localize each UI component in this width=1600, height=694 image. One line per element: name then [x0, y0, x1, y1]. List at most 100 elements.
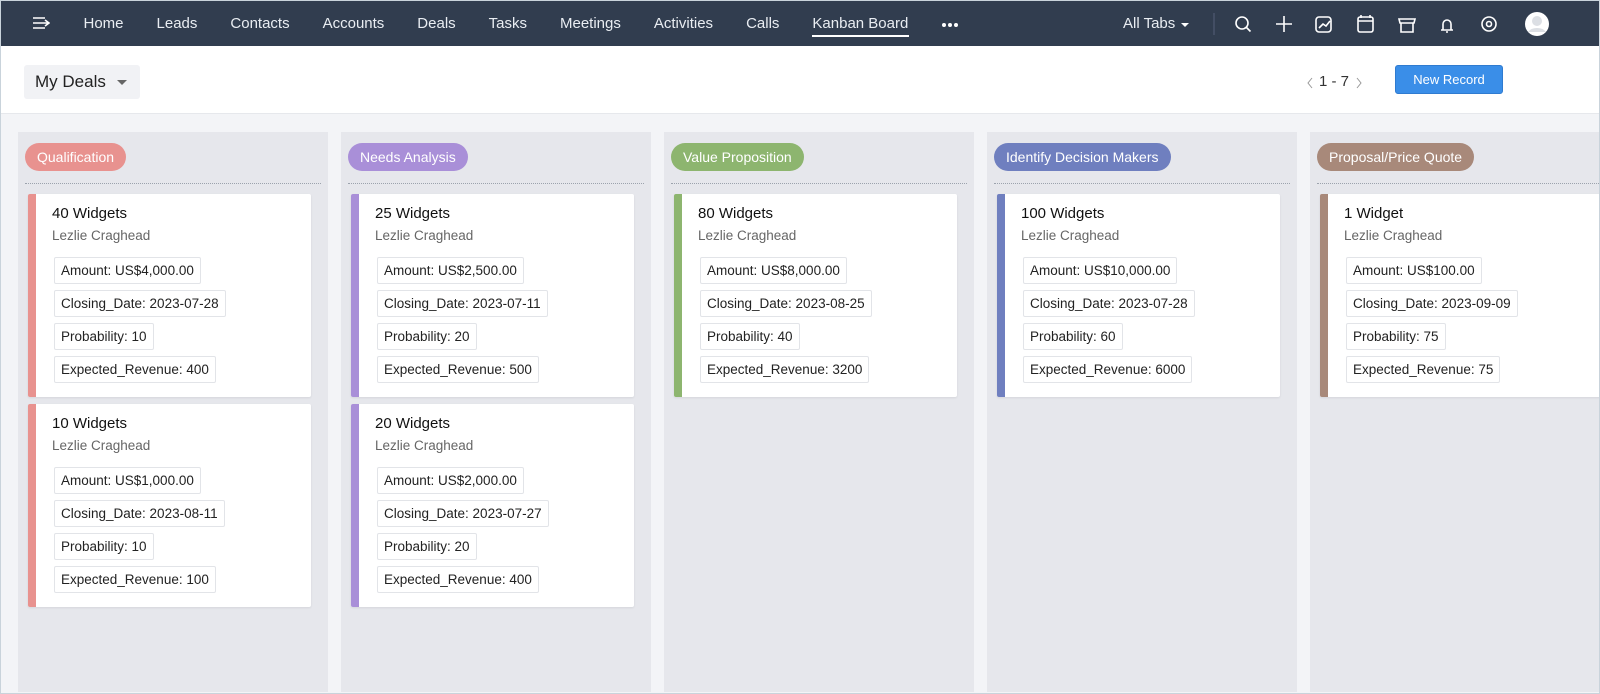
all-tabs[interactable]: All Tabs — [1123, 15, 1176, 32]
deal-field: Amount: US$2,500.00 — [377, 257, 524, 284]
deal-owner: Lezlie Craghead — [698, 228, 797, 243]
prev-page[interactable] — [1306, 77, 1314, 89]
all-tabs-caret — [1181, 23, 1189, 27]
deal-owner: Lezlie Craghead — [1344, 228, 1443, 243]
add-icon[interactable] — [1276, 16, 1292, 32]
deal-field: Expected_Revenue: 400 — [377, 566, 539, 593]
deal-field: Expected_Revenue: 100 — [54, 566, 216, 593]
deal-title: 10 Widgets — [52, 415, 128, 432]
avatar[interactable] — [1523, 1, 1551, 46]
deal-field: Closing_Date: 2023-07-27 — [377, 500, 549, 527]
nav-items: Home Leads Contacts Accounts Deals Tasks Meeti… — [67, 1, 925, 46]
stage-stripe — [674, 194, 682, 397]
deal-card[interactable]: 10 Widgets Lezlie Craghead Amount: US$1,00… — [28, 404, 311, 607]
deal-title: 1 Widget — [1344, 205, 1404, 222]
nav-tab[interactable]: Tasks — [488, 15, 527, 32]
deal-owner: Lezlie Craghead — [375, 438, 474, 453]
stage-label: Proposal/Price Quote — [1317, 143, 1475, 171]
deal-field: Probability: 60 — [1023, 323, 1123, 350]
deal-field: Closing_Date: 2023-07-28 — [54, 290, 226, 317]
deal-field: Amount: US$1,000.00 — [54, 467, 201, 494]
stage-stripe — [28, 194, 36, 397]
stage-stripe — [1320, 194, 1328, 397]
deal-field: Amount: US$2,000.00 — [377, 467, 524, 494]
search-icon[interactable] — [1235, 16, 1252, 33]
deal-field: Closing_Date: 2023-07-28 — [1023, 290, 1195, 317]
column-divider — [25, 183, 321, 184]
nav-tab[interactable]: Activities — [653, 15, 714, 32]
store-icon[interactable] — [1397, 18, 1417, 33]
deal-title: 40 Widgets — [52, 205, 128, 222]
deal-field: Expected_Revenue: 6000 — [1023, 356, 1193, 383]
stage-label: Identify Decision Makers — [994, 143, 1171, 171]
column-divider — [994, 183, 1290, 184]
deal-card[interactable]: 1 Widget Lezlie Craghead Amount: US$100.00… — [1320, 194, 1599, 397]
kanban-column: Identify Decision Makers 100 Widgets Lezli… — [987, 132, 1297, 692]
kanban-column: Value Proposition 80 Widgets Lezlie Craghe… — [664, 132, 974, 692]
deal-field: Closing_Date: 2023-08-11 — [54, 500, 225, 527]
deal-field: Expected_Revenue: 3200 — [700, 356, 870, 383]
stage-stripe — [351, 404, 359, 607]
calendar-icon[interactable] — [1357, 15, 1374, 33]
deal-field: Probability: 10 — [54, 323, 154, 350]
deal-field: Amount: US$10,000.00 — [1023, 257, 1178, 284]
menu-toggle[interactable] — [32, 16, 50, 31]
deal-field: Amount: US$4,000.00 — [54, 257, 201, 284]
column-divider — [1317, 183, 1599, 184]
deal-card[interactable]: 100 Widgets Lezlie Craghead Amount: US$10,… — [997, 194, 1280, 397]
deal-field: Closing_Date: 2023-07-11 — [377, 290, 548, 317]
stage-label: Qualification — [25, 143, 127, 171]
deal-field: Expected_Revenue: 75 — [1346, 356, 1501, 383]
stage-stripe — [351, 194, 359, 397]
deal-field: Probability: 20 — [377, 533, 477, 560]
nav-tab[interactable]: Contacts — [230, 15, 290, 32]
column-divider — [671, 183, 967, 184]
deal-field: Expected_Revenue: 500 — [377, 356, 539, 383]
stage-stripe — [28, 404, 36, 607]
deal-field: Probability: 10 — [54, 533, 154, 560]
nav-tab[interactable]: Leads — [156, 15, 198, 32]
deal-owner: Lezlie Craghead — [375, 228, 474, 243]
stage-label: Value Proposition — [671, 143, 804, 171]
nav-tab[interactable]: Calls — [746, 15, 780, 32]
stage-stripe — [997, 194, 1005, 397]
deal-field: Probability: 20 — [377, 323, 477, 350]
deal-field: Probability: 40 — [700, 323, 800, 350]
nav-tab[interactable]: Accounts — [322, 15, 385, 32]
stage-label: Needs Analysis — [348, 143, 468, 171]
toolbar: My Deals 1 - 7 New Record — [1, 46, 1599, 114]
deal-owner: Lezlie Craghead — [52, 228, 151, 243]
deal-card[interactable]: 40 Widgets Lezlie Craghead Amount: US$4,00… — [28, 194, 311, 397]
deal-title: 80 Widgets — [698, 205, 774, 222]
settings-icon[interactable] — [1481, 16, 1497, 32]
column-divider — [348, 183, 644, 184]
deal-field: Probability: 75 — [1346, 323, 1446, 350]
view-selector[interactable]: My Deals — [24, 65, 140, 99]
nav-tab[interactable]: Deals — [417, 15, 456, 32]
more-tabs[interactable] — [941, 1, 961, 46]
deal-title: 25 Widgets — [375, 205, 451, 222]
deal-card[interactable]: 20 Widgets Lezlie Craghead Amount: US$2,00… — [351, 404, 634, 607]
nav-tab[interactable]: Home — [83, 15, 124, 32]
deal-field: Expected_Revenue: 400 — [54, 356, 216, 383]
next-page[interactable] — [1355, 77, 1363, 89]
deal-owner: Lezlie Craghead — [52, 438, 151, 453]
deal-title: 20 Widgets — [375, 415, 451, 432]
analytics-icon[interactable] — [1315, 16, 1332, 33]
nav-tab[interactable]: Meetings — [560, 15, 621, 32]
kanban-column: Needs Analysis 25 Widgets Lezlie Craghead A… — [341, 132, 651, 692]
nav-bar: Home Leads Contacts Accounts Deals Tasks Meeti… — [1, 1, 1599, 46]
deal-card[interactable]: 80 Widgets Lezlie Craghead Amount: US$8,00… — [674, 194, 957, 397]
deal-field: Amount: US$100.00 — [1346, 257, 1482, 284]
deal-field: Closing_Date: 2023-08-25 — [700, 290, 872, 317]
deal-field: Closing_Date: 2023-09-09 — [1346, 290, 1518, 317]
nav-icons — [1213, 13, 1497, 35]
pagination: 1 - 7 — [1319, 73, 1350, 90]
nav-tab[interactable]: Kanban Board — [796, 1, 925, 46]
deal-card[interactable]: 25 Widgets Lezlie Craghead Amount: US$2,50… — [351, 194, 634, 397]
bell-icon[interactable] — [1441, 19, 1453, 33]
kanban-column: Qualification 40 Widgets Lezlie Craghead Am… — [18, 132, 328, 692]
new-record-button[interactable]: New Record — [1395, 65, 1503, 94]
kanban-column: Proposal/Price Quote 1 Widget Lezlie Cragh… — [1310, 132, 1599, 692]
deal-field: Amount: US$8,000.00 — [700, 257, 847, 284]
